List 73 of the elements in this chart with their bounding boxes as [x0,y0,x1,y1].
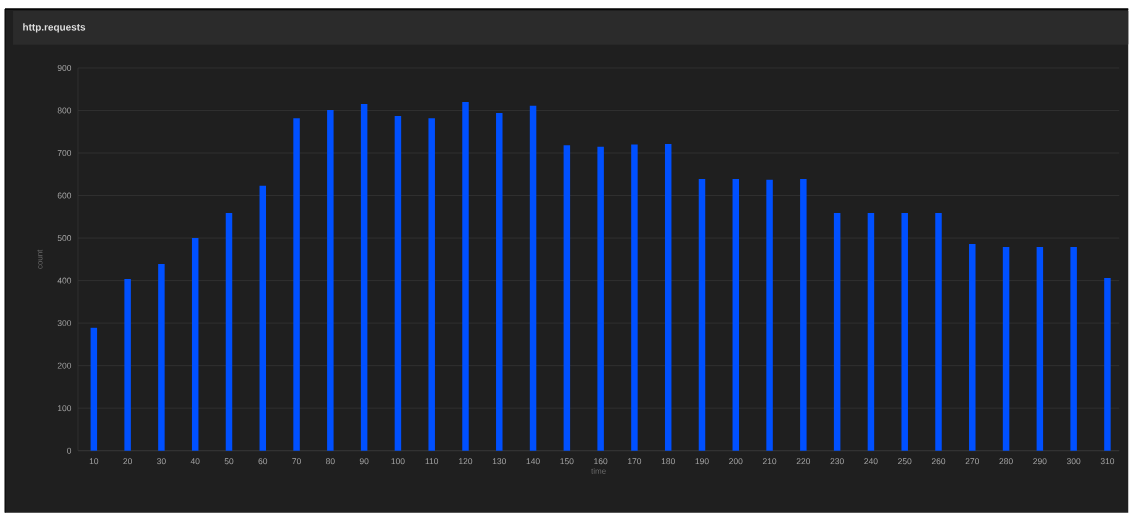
x-tick-label: 100 [391,458,405,465]
bar [969,244,976,451]
bar [935,213,942,451]
x-tick-label: 240 [864,458,878,465]
bar [158,264,165,451]
bar [225,213,233,451]
bar [563,145,571,451]
x-tick-label: 220 [796,458,811,465]
bar [833,213,841,451]
y-tick-label: 200 [57,362,72,369]
x-tick-label: 150 [560,458,574,465]
x-tick-label: 170 [628,458,642,465]
bar [867,213,875,451]
x-tick-label: 140 [526,458,540,465]
x-tick-label: 280 [999,458,1013,465]
y-tick-label: 0 [67,447,72,454]
y-tick-label: 700 [57,150,72,157]
bar [1070,247,1077,451]
bar [901,213,908,451]
bar [631,144,638,451]
bar [1002,247,1010,451]
bar [597,146,604,451]
x-tick-label: 210 [762,458,777,465]
bar [1036,247,1044,451]
x-tick-label: 250 [898,458,912,465]
bar [766,179,773,451]
x-tick-label: 230 [830,458,844,465]
bar [124,279,131,451]
x-tick-label: 300 [1066,458,1081,465]
y-tick-label: 600 [57,192,72,199]
x-tick-label: 310 [1100,458,1115,465]
y-tick-label: 400 [57,277,72,284]
bar [698,179,706,451]
bar [360,104,368,451]
bar [191,238,199,451]
x-tick-label: 180 [661,458,675,465]
x-tick-label: 40 [190,458,200,465]
bar [394,116,402,451]
x-tick-label: 270 [965,458,980,465]
y-tick-label: 500 [57,235,72,242]
bar [90,327,98,451]
bar [462,102,469,451]
x-tick-label: 60 [258,458,268,465]
y-tick-label: 900 [57,65,72,72]
bar [293,118,300,451]
bar [664,144,672,451]
bar [1104,278,1111,451]
y-tick-label: 300 [57,320,72,327]
x-tick-label: 290 [1033,458,1047,465]
bar [529,105,537,451]
bar [732,179,740,451]
y-tick-label: 800 [57,107,72,114]
x-tick-label: 70 [292,458,301,465]
bar [327,110,334,451]
x-tick-label: 260 [931,458,946,465]
bar [800,179,807,451]
bar [428,118,435,451]
x-tick-label: 10 [89,458,99,465]
x-tick-label: 160 [594,458,608,465]
bar [259,185,267,451]
x-tick-label: 50 [224,458,234,465]
chart-title: http.requests [23,23,86,33]
bar [496,113,503,451]
x-tick-label: 120 [459,458,473,465]
y-tick-label: 100 [57,405,72,412]
x-tick-label: 20 [123,458,132,465]
x-tick-label: 80 [326,458,335,465]
x-tick-label: 90 [359,458,369,465]
x-tick-label: 190 [695,458,709,465]
x-tick-label: 110 [425,458,439,465]
x-tick-label: 30 [157,458,166,465]
x-tick-label: 200 [729,458,743,465]
x-tick-label: 130 [492,458,506,465]
